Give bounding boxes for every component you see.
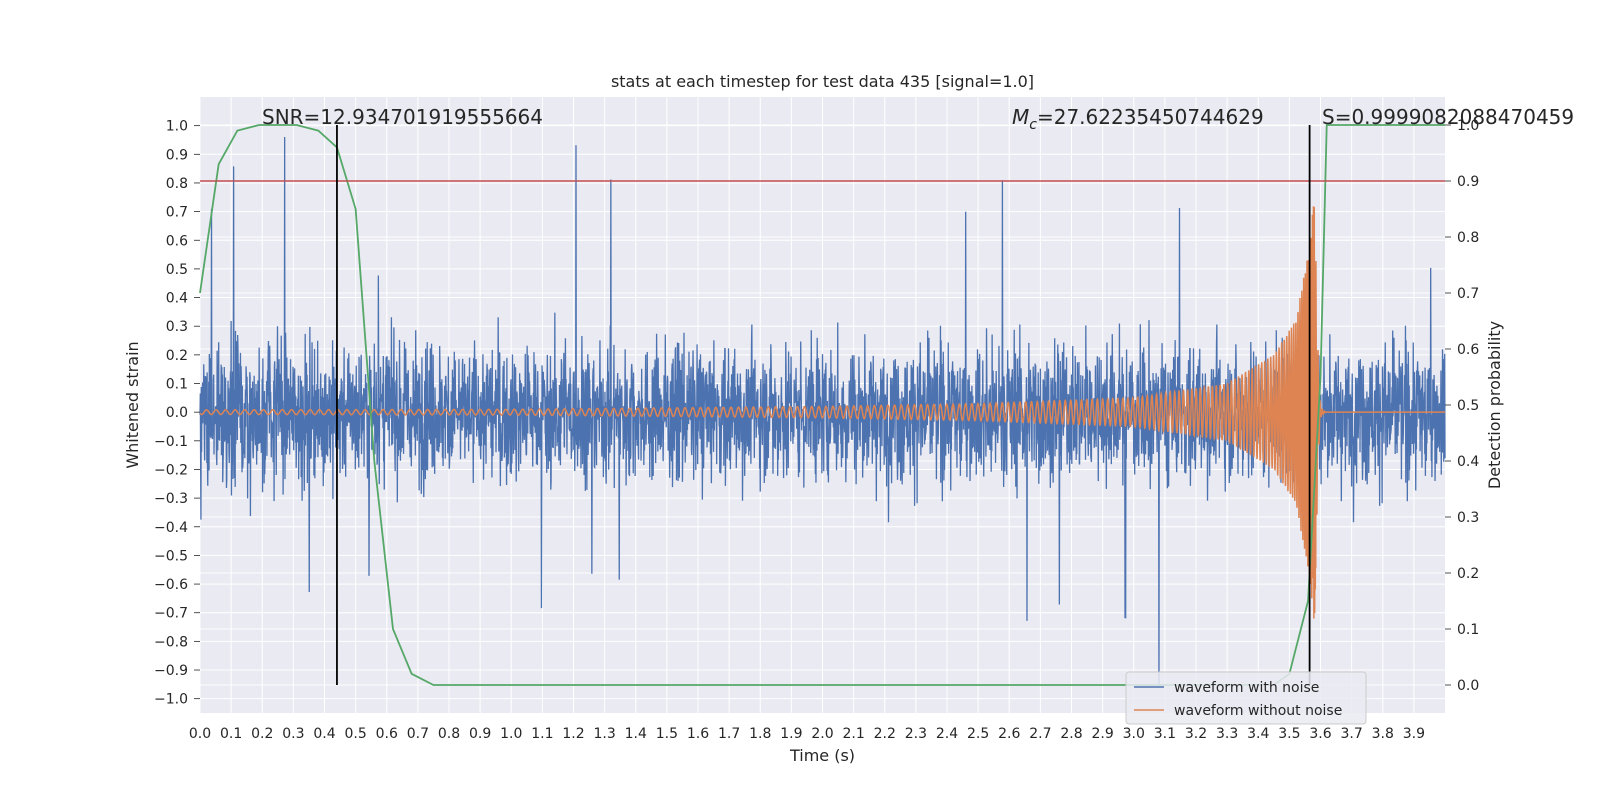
series-waveform-without-noise — [199, 206, 1445, 619]
y-tick-label: 0.9 — [166, 147, 188, 163]
tick-labels: 0.0 0.1 0.2 0.3 0.4 0.5 0.6 0.7 0.8 0.9 1.0 1.1 1.2 1… — [154, 118, 1479, 742]
x-tick-label: 0.2 — [251, 726, 273, 742]
y2-tick-label: 0.8 — [1457, 230, 1479, 246]
x-tick-label: 1.6 — [687, 726, 709, 742]
y-tick-label: −0.4 — [154, 520, 188, 536]
y-tick-label: 0.6 — [166, 233, 188, 249]
x-tick-label: 1.9 — [780, 726, 802, 742]
probability-line — [199, 124, 1445, 686]
x-axis-label: Time (s) — [789, 746, 855, 765]
snr-annotation: SNR=12.934701919555664 — [262, 105, 543, 129]
y-tick-label: −1.0 — [154, 692, 188, 708]
x-tick-label: 1.0 — [500, 726, 522, 742]
y-tick-label: −0.9 — [154, 663, 188, 679]
mc-subscript: c — [1029, 117, 1037, 133]
x-tick-label: 0.6 — [376, 726, 398, 742]
y2-axis-label: Detection probability — [1485, 321, 1504, 489]
y-tick-label: 0.5 — [166, 262, 188, 278]
y-tick-label: −0.5 — [154, 548, 188, 564]
x-tick-label: 0.3 — [282, 726, 304, 742]
x-tick-label: 3.2 — [1185, 726, 1207, 742]
legend-box — [1125, 671, 1367, 725]
y-tick-label: 0.2 — [166, 348, 188, 364]
x-tick-label: 1.8 — [749, 726, 771, 742]
y-tick-label: −0.2 — [154, 462, 188, 478]
mc-symbol: M — [1012, 105, 1029, 129]
x-tick-label: 2.7 — [1029, 726, 1051, 742]
x-tick-label: 0.4 — [313, 726, 335, 742]
x-tick-label: 2.5 — [967, 726, 989, 742]
y2-tick-label: 1.0 — [1457, 118, 1479, 134]
y-tick-label: 0.7 — [166, 205, 188, 221]
y2-tick-label: 0.9 — [1457, 174, 1479, 190]
x-tick-label: 3.1 — [1154, 726, 1176, 742]
x-tick-label: 2.4 — [936, 726, 958, 742]
x-tick-label: 3.3 — [1216, 726, 1238, 742]
y-tick-label: −0.7 — [154, 606, 188, 622]
y-tick-label: −0.6 — [154, 577, 188, 593]
x-tick-label: 3.0 — [1123, 726, 1145, 742]
x-tick-label: 0.7 — [407, 726, 429, 742]
legend: waveform with noise waveform without noi… — [1125, 671, 1367, 725]
y2-tick-label: 0.3 — [1457, 510, 1479, 526]
x-tick-label: 3.5 — [1278, 726, 1300, 742]
y-tick-label: 1.0 — [166, 119, 188, 135]
x-tick-label: 2.2 — [874, 726, 896, 742]
y2-tick-label: 0.1 — [1457, 622, 1479, 638]
y2-tick-label: 0.6 — [1457, 342, 1479, 358]
reference-lines — [200, 125, 1445, 685]
y2-tick-label: 0.5 — [1457, 398, 1479, 414]
x-tick-label: 2.3 — [905, 726, 927, 742]
y-tick-label: 0.3 — [166, 319, 188, 335]
x-tick-label: 0.0 — [189, 726, 211, 742]
y2-tick-label: 0.7 — [1457, 286, 1479, 302]
y-tick-label: 0.0 — [166, 405, 188, 421]
y-tick-label: −0.8 — [154, 634, 188, 650]
y2-tick-label: 0.2 — [1457, 566, 1479, 582]
x-tick-label: 3.6 — [1309, 726, 1331, 742]
y-tick-label: 0.8 — [166, 176, 188, 192]
clean-line — [199, 206, 1445, 619]
chart-title: stats at each timestep for test data 435… — [611, 72, 1034, 91]
x-tick-label: 1.3 — [593, 726, 615, 742]
series-detection-probability — [199, 124, 1445, 686]
x-tick-label: 3.9 — [1403, 726, 1425, 742]
x-tick-label: 2.0 — [811, 726, 833, 742]
x-tick-label: 2.1 — [842, 726, 864, 742]
x-tick-label: 0.8 — [438, 726, 460, 742]
x-tick-label: 2.6 — [998, 726, 1020, 742]
y2-tick-label: 0.0 — [1457, 678, 1479, 694]
x-tick-label: 3.4 — [1247, 726, 1269, 742]
y-tick-label: 0.4 — [166, 291, 188, 307]
y-tick-label: −0.1 — [154, 434, 188, 450]
x-tick-label: 1.7 — [718, 726, 740, 742]
mc-value: =27.62235450744629 — [1037, 105, 1264, 129]
x-tick-label: 2.9 — [1091, 726, 1113, 742]
x-tick-label: 3.8 — [1372, 726, 1394, 742]
chirp-mass-annotation: Mc=27.62235450744629 — [1012, 105, 1264, 133]
legend-label-noise: waveform with noise — [1174, 680, 1319, 696]
x-tick-label: 3.7 — [1340, 726, 1362, 742]
y-tick-label: −0.3 — [154, 491, 188, 507]
x-tick-label: 1.2 — [562, 726, 584, 742]
y-tick-label: 0.1 — [166, 377, 188, 393]
x-tick-label: 2.8 — [1060, 726, 1082, 742]
score-annotation: S=0.9999082088470459 — [1322, 105, 1574, 129]
x-tick-label: 1.1 — [531, 726, 553, 742]
x-tick-label: 1.5 — [656, 726, 678, 742]
y2-tick-label: 0.4 — [1457, 454, 1479, 470]
x-tick-label: 1.4 — [625, 726, 647, 742]
legend-label-clean: waveform without noise — [1174, 703, 1342, 719]
x-tick-label: 0.1 — [220, 726, 242, 742]
x-tick-label: 0.5 — [344, 726, 366, 742]
x-tick-label: 0.9 — [469, 726, 491, 742]
y-axis-label: Whitened strain — [123, 341, 142, 468]
